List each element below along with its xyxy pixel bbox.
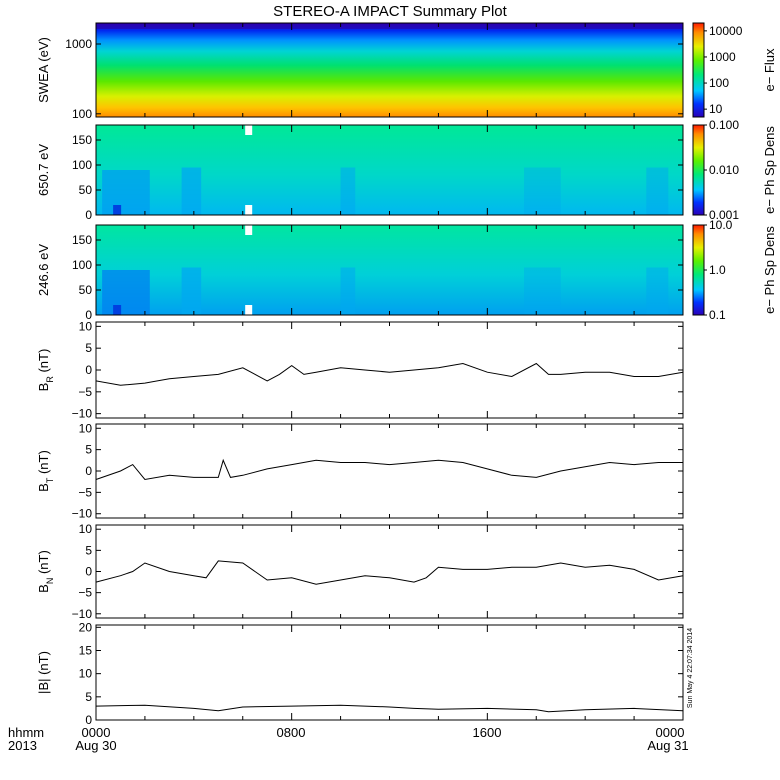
date-start: Aug 30: [75, 738, 116, 753]
panel-swea: 100 1000 SWEA (eV) 10 100 1000 10000 e− Flux: [36, 22, 777, 121]
time-tick-0800: 0800: [277, 725, 306, 740]
low-density-band: [646, 167, 669, 215]
heatmap-field-swea: [96, 23, 683, 117]
colorbar-tick-label-swea: 10000: [709, 24, 743, 38]
colorbar-tick-label-pad650: 0.010: [709, 163, 739, 177]
panel-pad650: 0 50 100 150 650.7 eV 0.001 0.010 0.100 e− Ph Sp…: [36, 118, 777, 222]
ytick-label-br: 10: [79, 319, 93, 333]
ylabel-bmag: |B| (nT): [36, 651, 51, 694]
ylabel-pad650: 650.7 eV: [36, 144, 51, 196]
ylabel-br: BR (nT): [36, 349, 55, 392]
time-tick-1600: 1600: [473, 725, 502, 740]
ylabel-pad246: 246.6 eV: [36, 244, 51, 296]
footer-year: 2013: [8, 738, 37, 753]
panel-bmag: 0 5 10 15 20 |B| (nT): [36, 620, 684, 727]
ytick-label-bmag: 0: [85, 713, 92, 727]
ylabel-bt: BT (nT): [36, 450, 55, 492]
colorbar-tick-label-swea: 100: [709, 76, 729, 90]
low-density-band: [181, 167, 202, 215]
ytick-label-pad650: 150: [72, 133, 92, 147]
colorbar-tick-label-pad650: 0.100: [709, 118, 739, 132]
series-line-bt: [95, 458, 683, 481]
low-density-band: [340, 267, 356, 315]
ytick-label-pad246: 150: [72, 233, 92, 247]
low-density-band: [646, 267, 669, 315]
low-density-patch: [113, 305, 122, 315]
ytick-label-br: 0: [85, 363, 92, 377]
frame-bt: [95, 423, 684, 519]
colorbar-tick-label-pad246: 10.0: [709, 218, 733, 232]
ytick-label-bt: 10: [79, 421, 93, 435]
footer-hhmm: hhmm: [8, 725, 44, 740]
series-line-br: [95, 362, 684, 386]
ytick-label-pad246: 50: [79, 283, 93, 297]
ytick-label-swea: 100: [72, 107, 92, 121]
low-density-patch: [113, 205, 122, 215]
ytick-label-bn: −10: [72, 607, 93, 621]
ytick-label-bt: −10: [72, 507, 93, 521]
colorbar-label-swea: e− Flux: [762, 48, 777, 91]
ytick-label-pad246: 0: [85, 308, 92, 322]
data-gap-top: [245, 125, 253, 135]
low-density-band: [524, 167, 561, 215]
data-gap-bottom: [245, 205, 253, 215]
low-density-band: [102, 170, 150, 215]
time-tick-0000-end: 0000: [656, 725, 685, 740]
ytick-label-bn: 0: [85, 565, 92, 579]
panel-br: −10 −5 0 5 10 BR (nT): [36, 319, 684, 421]
colorbar-pad246: [692, 224, 705, 316]
panel-pad246: 0 50 100 150 246.6 eV 0.1 1.0 10.0 e− Ph Sp Dens: [36, 218, 777, 322]
colorbar-swea: [692, 22, 705, 118]
ytick-label-br: 5: [85, 341, 92, 355]
ytick-label-pad650: 0: [85, 208, 92, 222]
ylabel-bn: BN (nT): [36, 550, 55, 593]
series-line-bn: [95, 560, 684, 585]
low-density-band: [340, 167, 356, 215]
colorbar-tick-label-pad246: 1.0: [709, 263, 726, 277]
colorbar-tick-label-pad246: 0.1: [709, 308, 726, 322]
time-tick-0000-start: 0000: [82, 725, 111, 740]
ytick-label-swea: 1000: [65, 37, 92, 51]
ytick-label-bt: 5: [85, 443, 92, 457]
date-end: Aug 31: [647, 738, 688, 753]
low-density-band: [524, 267, 561, 315]
frame-bn: [95, 524, 684, 619]
low-density-band: [102, 270, 150, 315]
generation-timestamp: Sun May 4 22:07:34 2014: [687, 628, 694, 708]
ytick-label-bmag: 10: [79, 667, 93, 681]
ytick-label-bt: −5: [78, 485, 92, 499]
panel-bt: −10 −5 0 5 10 BT (nT): [36, 421, 684, 521]
ytick-label-bt: 0: [85, 464, 92, 478]
ylabel-swea: SWEA (eV): [36, 37, 51, 103]
frame-bmag: [95, 624, 684, 721]
ytick-label-pad650: 50: [79, 183, 93, 197]
ytick-label-br: −5: [78, 385, 92, 399]
ytick-label-bn: 10: [79, 522, 93, 536]
ytick-label-pad650: 100: [72, 158, 92, 172]
low-density-band: [181, 267, 202, 315]
ytick-label-bmag: 15: [79, 643, 93, 657]
ytick-label-bmag: 5: [85, 690, 92, 704]
colorbar-label-pad246: e− Ph Sp Dens: [762, 226, 777, 314]
data-gap-top: [245, 225, 253, 235]
plot-title: STEREO-A IMPACT Summary Plot: [273, 3, 507, 20]
colorbar-label-pad650: e− Ph Sp Dens: [762, 126, 777, 214]
ytick-label-bn: −5: [78, 586, 92, 600]
colorbar-pad650: [692, 124, 705, 216]
ytick-label-bn: 5: [85, 543, 92, 557]
colorbar-tick-label-swea: 1000: [709, 50, 736, 64]
panel-bn: −10 −5 0 5 10 BN (nT): [36, 522, 684, 621]
data-gap-bottom: [245, 305, 253, 315]
ytick-label-pad246: 100: [72, 258, 92, 272]
colorbar-tick-label-swea: 10: [709, 102, 723, 116]
colorbar-tick-label-pad650: 0.001: [709, 208, 739, 222]
ytick-label-bmag: 20: [79, 620, 93, 634]
time-axis-footer: hhmm 2013 0000 0800 1600 0000 Aug 30 Aug…: [8, 725, 689, 753]
frame-br: [95, 321, 684, 419]
ytick-label-br: −10: [72, 407, 93, 421]
series-line-bmag: [95, 704, 684, 713]
